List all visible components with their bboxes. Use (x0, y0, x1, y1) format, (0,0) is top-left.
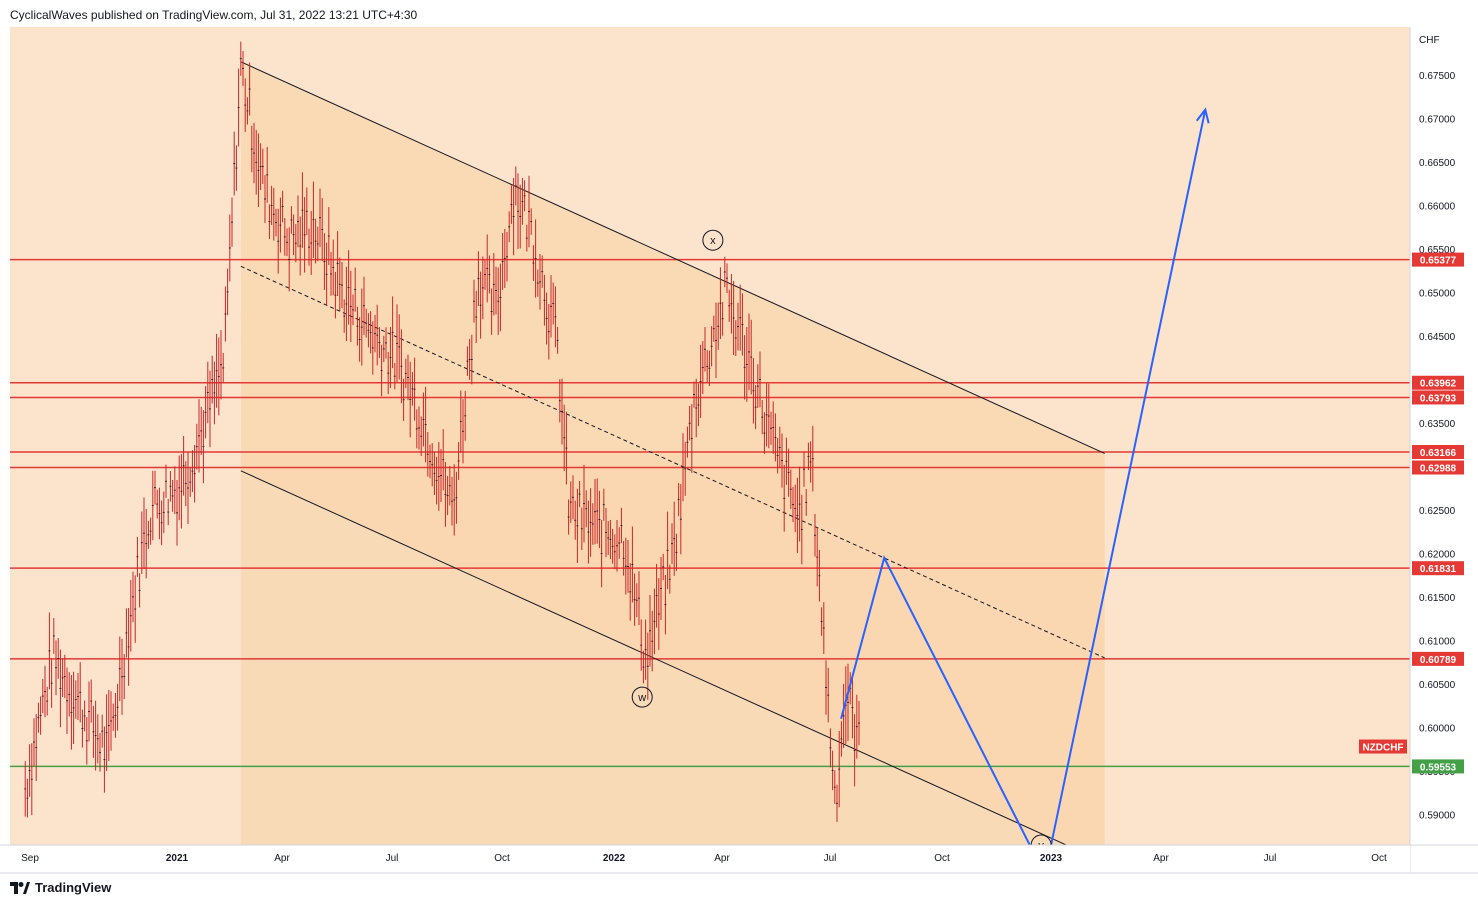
price-tag-text: 0.62988 (1420, 464, 1457, 475)
y-tick-label: 0.60500 (1419, 680, 1456, 691)
y-tick-label: 0.59000 (1419, 811, 1456, 822)
channel-lower-line (240, 470, 1105, 863)
price-tag-0.62988: 0.62988 (1412, 460, 1464, 475)
price-chart[interactable]: xwyNZDCHF CHF0.675000.670000.665000.6600… (0, 0, 1478, 875)
y-tick-label: 0.65000 (1419, 288, 1456, 299)
y-tick-label: 0.61000 (1419, 637, 1456, 648)
y-tick-label: 0.66500 (1419, 158, 1456, 169)
x-tick-label: Jul (386, 853, 399, 864)
price-tag-text: 0.63166 (1420, 448, 1457, 459)
price-bars (24, 41, 861, 822)
y-tick-label: 0.64500 (1419, 332, 1456, 343)
x-tick-label: 2023 (1040, 853, 1063, 864)
channel-upper-line (240, 61, 1105, 454)
price-axis-panel (1410, 0, 1478, 875)
price-tag-0.63962: 0.63962 (1412, 375, 1464, 390)
price-tag-box (1412, 390, 1464, 405)
wave-label-text: x (710, 235, 716, 247)
price-tag-box (1412, 252, 1464, 267)
x-tick-label: Oct (1371, 853, 1387, 864)
x-tick-label: Apr (1153, 853, 1169, 864)
y-tick-label: 0.67000 (1419, 114, 1456, 125)
price-tag-0.61831: 0.61831 (1412, 561, 1464, 576)
wave-label-w: w (631, 686, 653, 708)
channel-area (240, 61, 1105, 863)
footer[interactable]: TradingView (10, 880, 111, 895)
symbol-tag: NZDCHF (1359, 739, 1407, 754)
price-tag-text: 0.63962 (1420, 379, 1457, 390)
y-tick-label: 0.66000 (1419, 201, 1456, 212)
y-tick-label: 0.62000 (1419, 549, 1456, 560)
price-tag-0.63166: 0.63166 (1412, 445, 1464, 460)
y-tick-label: 0.60000 (1419, 724, 1456, 735)
x-tick-label: Oct (934, 853, 950, 864)
x-tick-label: Apr (714, 853, 730, 864)
price-tag-box (1412, 445, 1464, 460)
y-tick-label: 0.63500 (1419, 419, 1456, 430)
tradingview-logo-icon (10, 881, 30, 894)
wave-label-text: w (637, 692, 646, 704)
price-tag-0.65377: 0.65377 (1412, 252, 1464, 267)
x-tick-label: 2022 (603, 853, 626, 864)
price-tag-0.59553: 0.59553 (1412, 759, 1464, 774)
price-tag-box (1412, 651, 1464, 666)
tradingview-brand: TradingView (35, 880, 112, 895)
y-tick-label: 0.62500 (1419, 506, 1456, 517)
currency-label: CHF (1419, 35, 1440, 46)
x-tick-label: Apr (274, 853, 290, 864)
price-tag-0.60789: 0.60789 (1412, 651, 1464, 666)
price-tag-box (1412, 460, 1464, 475)
price-tag-box (1412, 759, 1464, 774)
price-tag-box (1412, 375, 1464, 390)
x-tick-label: Jul (824, 853, 837, 864)
price-tag-text: 0.61831 (1420, 564, 1457, 575)
x-tick-label: Sep (21, 853, 39, 864)
price-tag-text: 0.65377 (1420, 256, 1457, 267)
wave-label-x: x (702, 229, 724, 251)
y-tick-label: 0.61500 (1419, 593, 1456, 604)
y-tick-label: 0.67500 (1419, 71, 1456, 82)
forecast-arrowhead (1195, 107, 1210, 124)
wave-label-circle (631, 686, 653, 708)
publisher-line: CyclicalWaves published on TradingView.c… (10, 8, 418, 22)
time-axis-panel (0, 845, 1410, 875)
x-tick-label: Jul (1264, 853, 1277, 864)
y-tick-label: 0.65500 (1419, 245, 1456, 256)
wave-label-circle (702, 229, 724, 251)
symbol-tag-box (1359, 739, 1407, 754)
price-tag-box (1412, 561, 1464, 576)
x-tick-label: Oct (494, 853, 510, 864)
symbol-tag-text: NZDCHF (1362, 743, 1403, 754)
price-tag-text: 0.60789 (1420, 655, 1457, 666)
x-tick-label: 2021 (166, 853, 189, 864)
price-tag-0.63793: 0.63793 (1412, 390, 1464, 405)
price-tag-text: 0.59553 (1420, 762, 1457, 773)
price-tag-text: 0.63793 (1420, 393, 1457, 404)
